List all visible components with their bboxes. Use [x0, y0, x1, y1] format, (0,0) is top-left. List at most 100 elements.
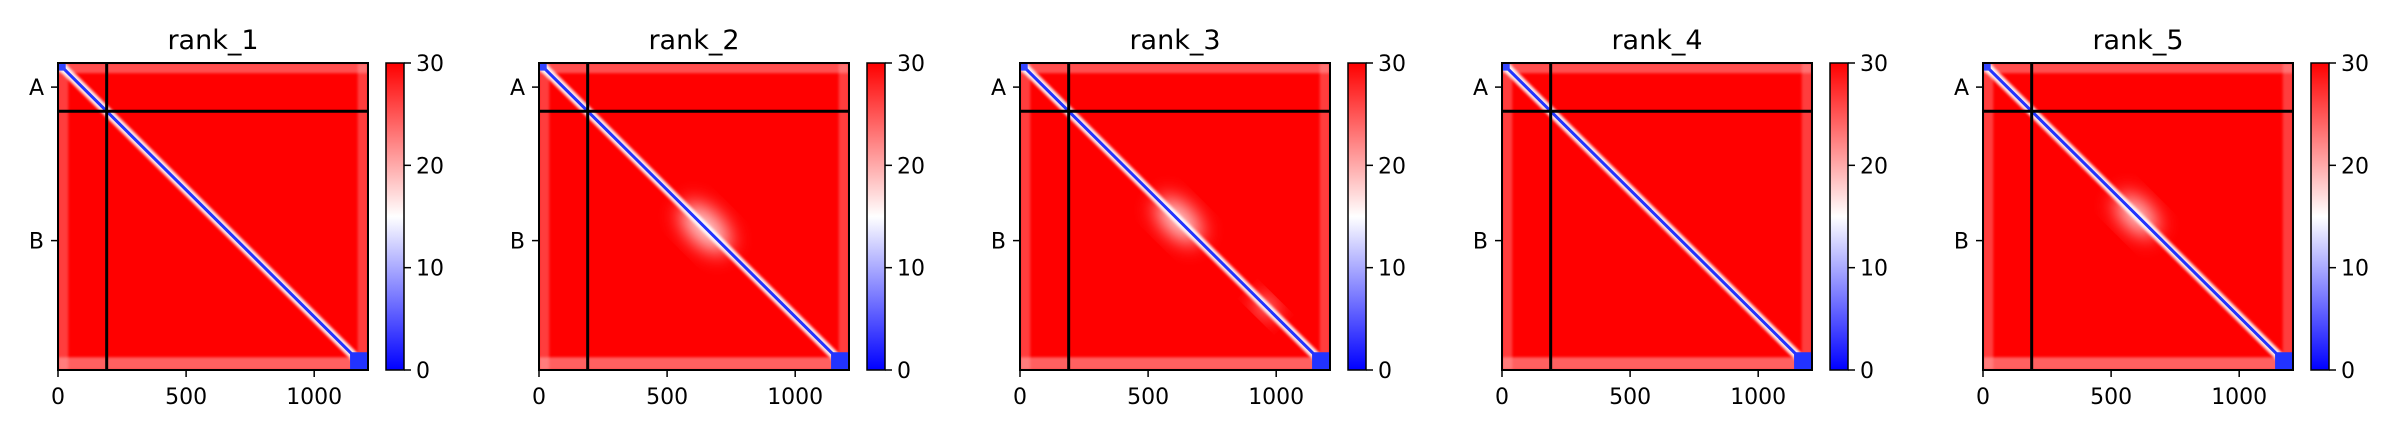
plot-frame [1019, 62, 1331, 371]
edge-band-left [58, 63, 69, 370]
diagonal-block-end [350, 352, 368, 370]
y-tick-label: B [510, 230, 525, 255]
x-tick-label: 1000 [1248, 385, 1304, 410]
y-tick-label: B [991, 230, 1006, 255]
edge-band-top [1502, 63, 1812, 74]
edge-band-bottom [1502, 357, 1812, 370]
heatmap-body [58, 63, 368, 370]
y-tick-label: A [991, 76, 1006, 101]
x-tick-label: 0 [51, 385, 65, 410]
x-tick-label: 1000 [2211, 385, 2267, 410]
heatmap-panel-3: rank_3 0 500 1000 A B 0 10 20 30 [991, 25, 1406, 410]
colorbar-tick-label: 30 [1860, 52, 1888, 77]
colorbar [866, 62, 886, 371]
edge-band-bottom [1983, 357, 2293, 370]
edge-band-right [2282, 63, 2293, 370]
plot-frame [57, 62, 369, 371]
edge-band-top [58, 63, 368, 74]
y-tick-label: A [1473, 76, 1488, 101]
y-tick-label: B [29, 230, 44, 255]
colorbar-tick-label: 0 [1378, 359, 1392, 384]
diagonal-block-start [58, 63, 66, 71]
x-tick-label: 1000 [767, 385, 823, 410]
y-tick-label: A [510, 76, 525, 101]
edge-band-right [1319, 63, 1330, 370]
diagonal-block-end [2275, 352, 2293, 370]
plot-frame [1982, 62, 2294, 371]
edge-band-right [357, 63, 368, 370]
edge-band-left [1502, 63, 1513, 370]
panel-title: rank_1 [167, 25, 258, 56]
diagonal-block-start [1502, 63, 1510, 71]
diagonal-block-start [1983, 63, 1991, 71]
panel-title: rank_4 [1611, 25, 1702, 56]
colorbar-tick-label: 0 [1860, 359, 1874, 384]
colorbar-tick-label: 30 [897, 52, 925, 77]
x-tick-label: 0 [1013, 385, 1027, 410]
x-tick-label: 500 [2090, 385, 2132, 410]
x-tick-label: 500 [1609, 385, 1651, 410]
heatmap-panel-1: rank_1 0 500 1000 A B 0 10 20 30 [29, 25, 444, 410]
x-tick-label: 1000 [1730, 385, 1786, 410]
edge-band-right [1801, 63, 1812, 370]
colorbar-tick-label: 0 [897, 359, 911, 384]
plot-frame [538, 62, 850, 371]
colorbar-tick-label: 10 [1378, 257, 1406, 282]
x-tick-label: 0 [1976, 385, 1990, 410]
panel-title: rank_3 [1129, 25, 1220, 56]
diagonal-block-end [1312, 352, 1330, 370]
colorbar-tick-label: 0 [416, 359, 430, 384]
edge-band-right [838, 63, 849, 370]
heatmap-body [539, 63, 849, 370]
edge-band-left [539, 63, 550, 370]
heatmap-body [1020, 63, 1330, 370]
x-tick-label: 500 [646, 385, 688, 410]
diagonal-block-start [539, 63, 547, 71]
colorbar-tick-label: 20 [897, 154, 925, 179]
heatmap-panel-4: rank_4 0 500 1000 A B 0 10 20 30 [1473, 25, 1888, 410]
y-tick-label: A [29, 76, 44, 101]
panel-title: rank_5 [2092, 25, 2183, 56]
diagonal-band [58, 63, 368, 370]
colorbar [385, 62, 405, 371]
heatmap-panel-2: rank_2 0 500 1000 A B 0 10 20 30 [510, 25, 925, 410]
x-tick-label: 0 [532, 385, 546, 410]
plot-frame [1501, 62, 1813, 371]
edge-band-bottom [539, 357, 849, 370]
colorbar-tick-label: 10 [1860, 257, 1888, 282]
colorbar-tick-label: 30 [2341, 52, 2369, 77]
colorbar [1347, 62, 1367, 371]
colorbar-tick-label: 0 [2341, 359, 2355, 384]
colorbar [2310, 62, 2330, 371]
edge-band-top [1983, 63, 2293, 74]
x-tick-label: 0 [1495, 385, 1509, 410]
edge-band-bottom [1020, 357, 1330, 370]
diagonal-block-start [1020, 63, 1028, 71]
diagonal-band [539, 63, 849, 370]
x-tick-label: 500 [1127, 385, 1169, 410]
edge-band-top [1020, 63, 1330, 74]
edge-band-bottom [58, 357, 368, 370]
y-tick-label: A [1954, 76, 1969, 101]
heatmap-body [1502, 63, 1812, 370]
diagonal-block-end [831, 352, 849, 370]
colorbar-tick-label: 20 [2341, 154, 2369, 179]
diagonal-block-end [1794, 352, 1812, 370]
colorbar-tick-label: 20 [1860, 154, 1888, 179]
colorbar [1829, 62, 1849, 371]
edge-band-left [1020, 63, 1031, 370]
edge-band-left [1983, 63, 1994, 370]
y-tick-label: B [1954, 230, 1969, 255]
colorbar-tick-label: 20 [1378, 154, 1406, 179]
colorbar-tick-label: 30 [1378, 52, 1406, 77]
y-tick-label: B [1473, 230, 1488, 255]
diagonal-band [1983, 63, 2293, 370]
colorbar-tick-label: 10 [897, 257, 925, 282]
diagonal-band [1020, 63, 1330, 370]
colorbar-tick-label: 30 [416, 52, 444, 77]
edge-band-top [539, 63, 849, 74]
diagonal-band [1502, 63, 1812, 370]
colorbar-tick-label: 20 [416, 154, 444, 179]
panel-title: rank_2 [648, 25, 739, 56]
